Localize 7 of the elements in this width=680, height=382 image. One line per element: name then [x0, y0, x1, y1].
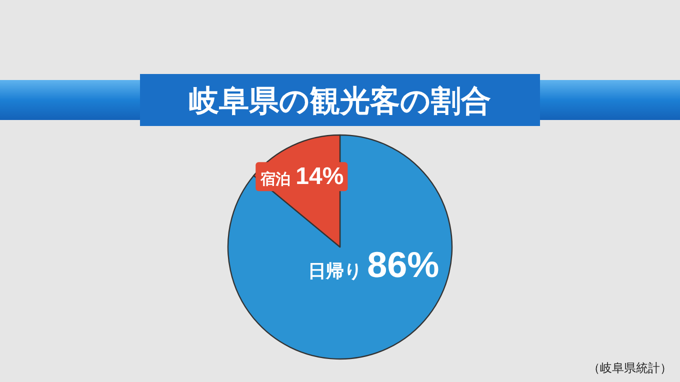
data-label: 86% — [367, 244, 440, 285]
chart-title: 岐阜県の観光客の割合 — [189, 84, 491, 118]
pie-slice — [228, 134, 453, 360]
data-label: 14% — [296, 163, 344, 190]
slice-label: 日帰り — [308, 261, 362, 281]
slice-label: 宿泊 — [260, 170, 291, 188]
text: （岐阜県統計） — [588, 361, 672, 375]
